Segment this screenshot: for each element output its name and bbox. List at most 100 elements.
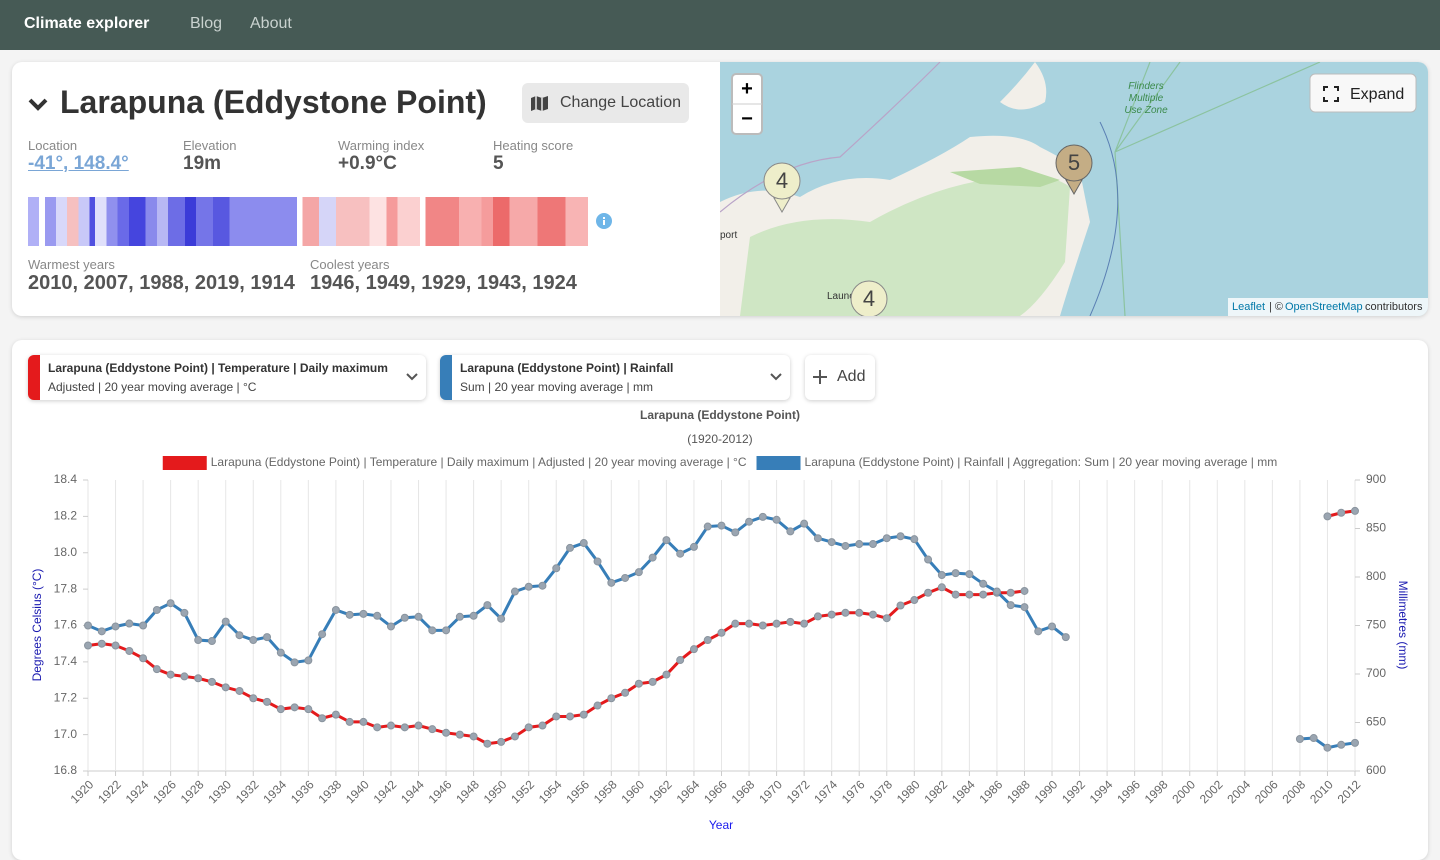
data-point [538, 581, 547, 590]
data-point [1020, 603, 1029, 612]
attribution-link[interactable]: Leaflet [1232, 301, 1265, 313]
stat-value: 5 [493, 153, 504, 174]
data-point [263, 633, 272, 642]
data-point [689, 645, 698, 654]
data-point [469, 611, 478, 620]
series-selector[interactable]: Larapuna (Eddystone Point) | Temperature… [28, 355, 426, 400]
x-tick-label: 1922 [95, 777, 124, 806]
data-point [1337, 508, 1346, 517]
y2-tick-label: 850 [1366, 521, 1386, 535]
data-point [882, 534, 891, 543]
y2-tick-label: 600 [1366, 763, 1386, 777]
y2-axis-label: Millimetres (mm) [1396, 581, 1410, 670]
x-tick-label: 2010 [1307, 777, 1336, 806]
x-tick-label: 2006 [1252, 777, 1281, 806]
data-point [221, 617, 230, 626]
data-point [924, 555, 933, 564]
nav-link[interactable]: About [250, 15, 292, 32]
data-point [910, 596, 919, 605]
x-tick-label: 2004 [1224, 777, 1253, 806]
data-point [841, 608, 850, 617]
expand-button[interactable]: Expand [1309, 73, 1417, 113]
x-tick-label: 1934 [260, 777, 289, 806]
data-point [717, 628, 726, 637]
y-tick-label: 16.8 [54, 763, 78, 777]
data-point [868, 540, 877, 549]
attribution-text: | © [1269, 301, 1283, 313]
data-point [662, 536, 671, 545]
data-point [524, 723, 533, 732]
data-point [662, 670, 671, 679]
data-point [676, 656, 685, 665]
data-point [111, 641, 120, 650]
data-point [345, 717, 354, 726]
map-marker[interactable]: 5 [1055, 144, 1093, 196]
map-marker[interactable]: 4 [763, 162, 801, 214]
data-point [152, 665, 161, 674]
map[interactable]: Flinders Multiple Use Zone port Launc 4 … [720, 62, 1428, 316]
navbar: Climate explorer Blog About [0, 0, 1440, 50]
dropdown-icon [770, 373, 782, 381]
data-point [621, 573, 630, 582]
data-point [676, 549, 685, 558]
data-point [965, 590, 974, 599]
warmest-years: 2010, 2007, 1988, 2019, 1914 [28, 272, 295, 294]
data-point [745, 517, 754, 526]
x-tick-label: 1942 [371, 777, 400, 806]
data-point [924, 588, 933, 597]
x-tick-label: 1928 [178, 777, 207, 806]
data-point [937, 583, 946, 592]
zoom-in[interactable]: + [741, 78, 753, 100]
data-point [1061, 633, 1070, 642]
location-link[interactable]: -41°, 148.4° [28, 153, 129, 174]
data-point [800, 519, 809, 528]
x-tick-label: 1974 [811, 777, 840, 806]
x-tick-label: 1926 [150, 777, 179, 806]
data-point [703, 522, 712, 531]
data-point [552, 564, 561, 573]
collapse-icon[interactable] [28, 96, 48, 112]
data-point [510, 732, 519, 741]
brand[interactable]: Climate explorer [24, 15, 150, 32]
add-button[interactable]: Add [805, 355, 875, 400]
coolest-label: Coolest years [310, 257, 390, 272]
chart-title: Larapuna (Eddystone Point) [640, 408, 800, 422]
data-point [373, 611, 382, 620]
data-point [331, 605, 340, 614]
data-point [841, 541, 850, 550]
data-point [648, 553, 657, 562]
data-point [304, 705, 313, 714]
data-point [1337, 740, 1346, 749]
zoom-control[interactable]: + − [731, 73, 763, 135]
data-point [414, 721, 423, 730]
x-tick-label: 2002 [1197, 777, 1226, 806]
y-tick-label: 17.6 [54, 618, 78, 632]
data-point [84, 641, 92, 650]
data-point [979, 579, 988, 588]
button-label: Change Location [560, 94, 681, 111]
data-point [896, 532, 905, 541]
add-label: Add [837, 368, 866, 385]
data-point [965, 570, 974, 579]
data-point [992, 587, 1001, 596]
change-location-button[interactable]: Change Location [522, 83, 689, 123]
nav-link[interactable]: Blog [190, 15, 223, 32]
data-point [717, 521, 726, 530]
data-point [951, 569, 960, 578]
y2-tick-label: 900 [1366, 472, 1386, 486]
data-point [139, 654, 148, 663]
data-point [207, 677, 216, 686]
info-icon[interactable] [596, 213, 612, 229]
data-point [455, 730, 464, 739]
y-tick-label: 18.2 [54, 509, 78, 523]
data-point [1006, 588, 1015, 597]
zoom-out[interactable]: − [741, 108, 753, 130]
x-tick-label: 1946 [426, 777, 455, 806]
data-point [428, 626, 437, 635]
x-tick-label: 1936 [288, 777, 317, 806]
series-selector[interactable]: Larapuna (Eddystone Point) | Rainfall Su… [440, 355, 790, 400]
x-tick-label: 1930 [205, 777, 234, 806]
map-marker[interactable]: 4 [850, 280, 888, 316]
data-point [276, 648, 285, 657]
attribution-link[interactable]: OpenStreetMap [1285, 301, 1363, 313]
